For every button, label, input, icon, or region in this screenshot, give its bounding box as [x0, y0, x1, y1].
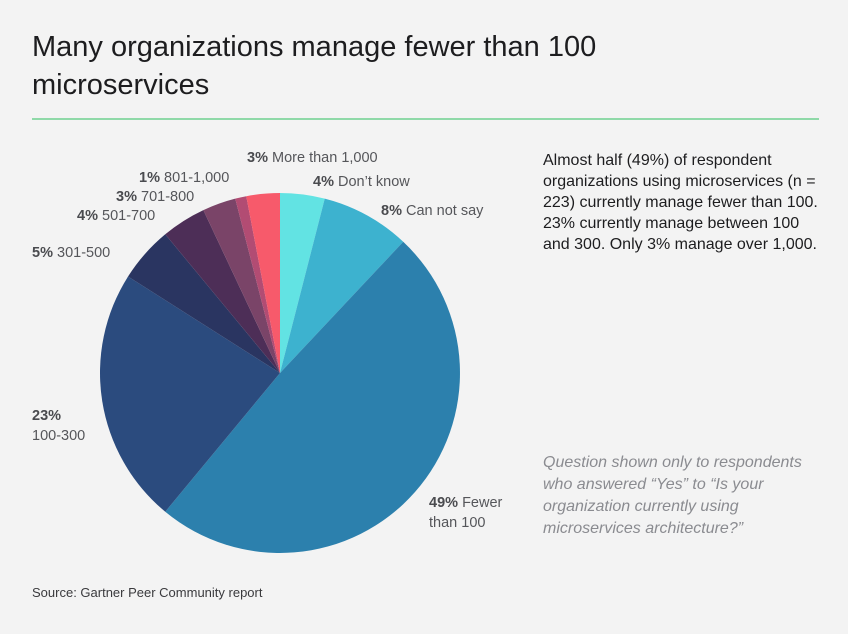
pie-slice-fewer-than-100: [165, 241, 460, 553]
title-divider: [32, 118, 819, 120]
label-501-700: 4% 501-700: [77, 208, 156, 224]
pie-slice-don-t-know: [280, 193, 325, 373]
pie-slice-801-1-000: [235, 196, 280, 373]
label-dont-know: 4% Don’t know: [313, 174, 410, 190]
label-801-1000: 1% 801-1,000: [139, 170, 230, 186]
label-701-800: 3% 701-800: [116, 189, 195, 205]
source-text: Source: Gartner Peer Community report: [32, 585, 263, 600]
label-100-300: 23% 100-300: [32, 408, 86, 444]
label-can-not-say: 8% Can not say: [381, 203, 484, 219]
label-fewer-than-100: 49% Fewer than 100: [429, 495, 503, 531]
pie-slice-301-500: [128, 234, 280, 373]
pie-slice-can-not-say: [280, 198, 404, 373]
chart-title: Many organizations manage fewer than 100…: [32, 31, 597, 101]
label-301-500: 5% 301-500: [32, 245, 111, 261]
pie-slice-more-than-1-000: [246, 193, 280, 373]
pie-slice-100-300: [99, 276, 280, 512]
label-more-than-1000: 3% More than 1,000: [247, 150, 378, 166]
description-text: Almost half (49%) of respondent organiza…: [543, 152, 818, 253]
pie-slice-701-800: [203, 198, 280, 373]
pie-slice-501-700: [165, 210, 280, 373]
question-note: Question shown only to respondents who a…: [543, 454, 802, 537]
